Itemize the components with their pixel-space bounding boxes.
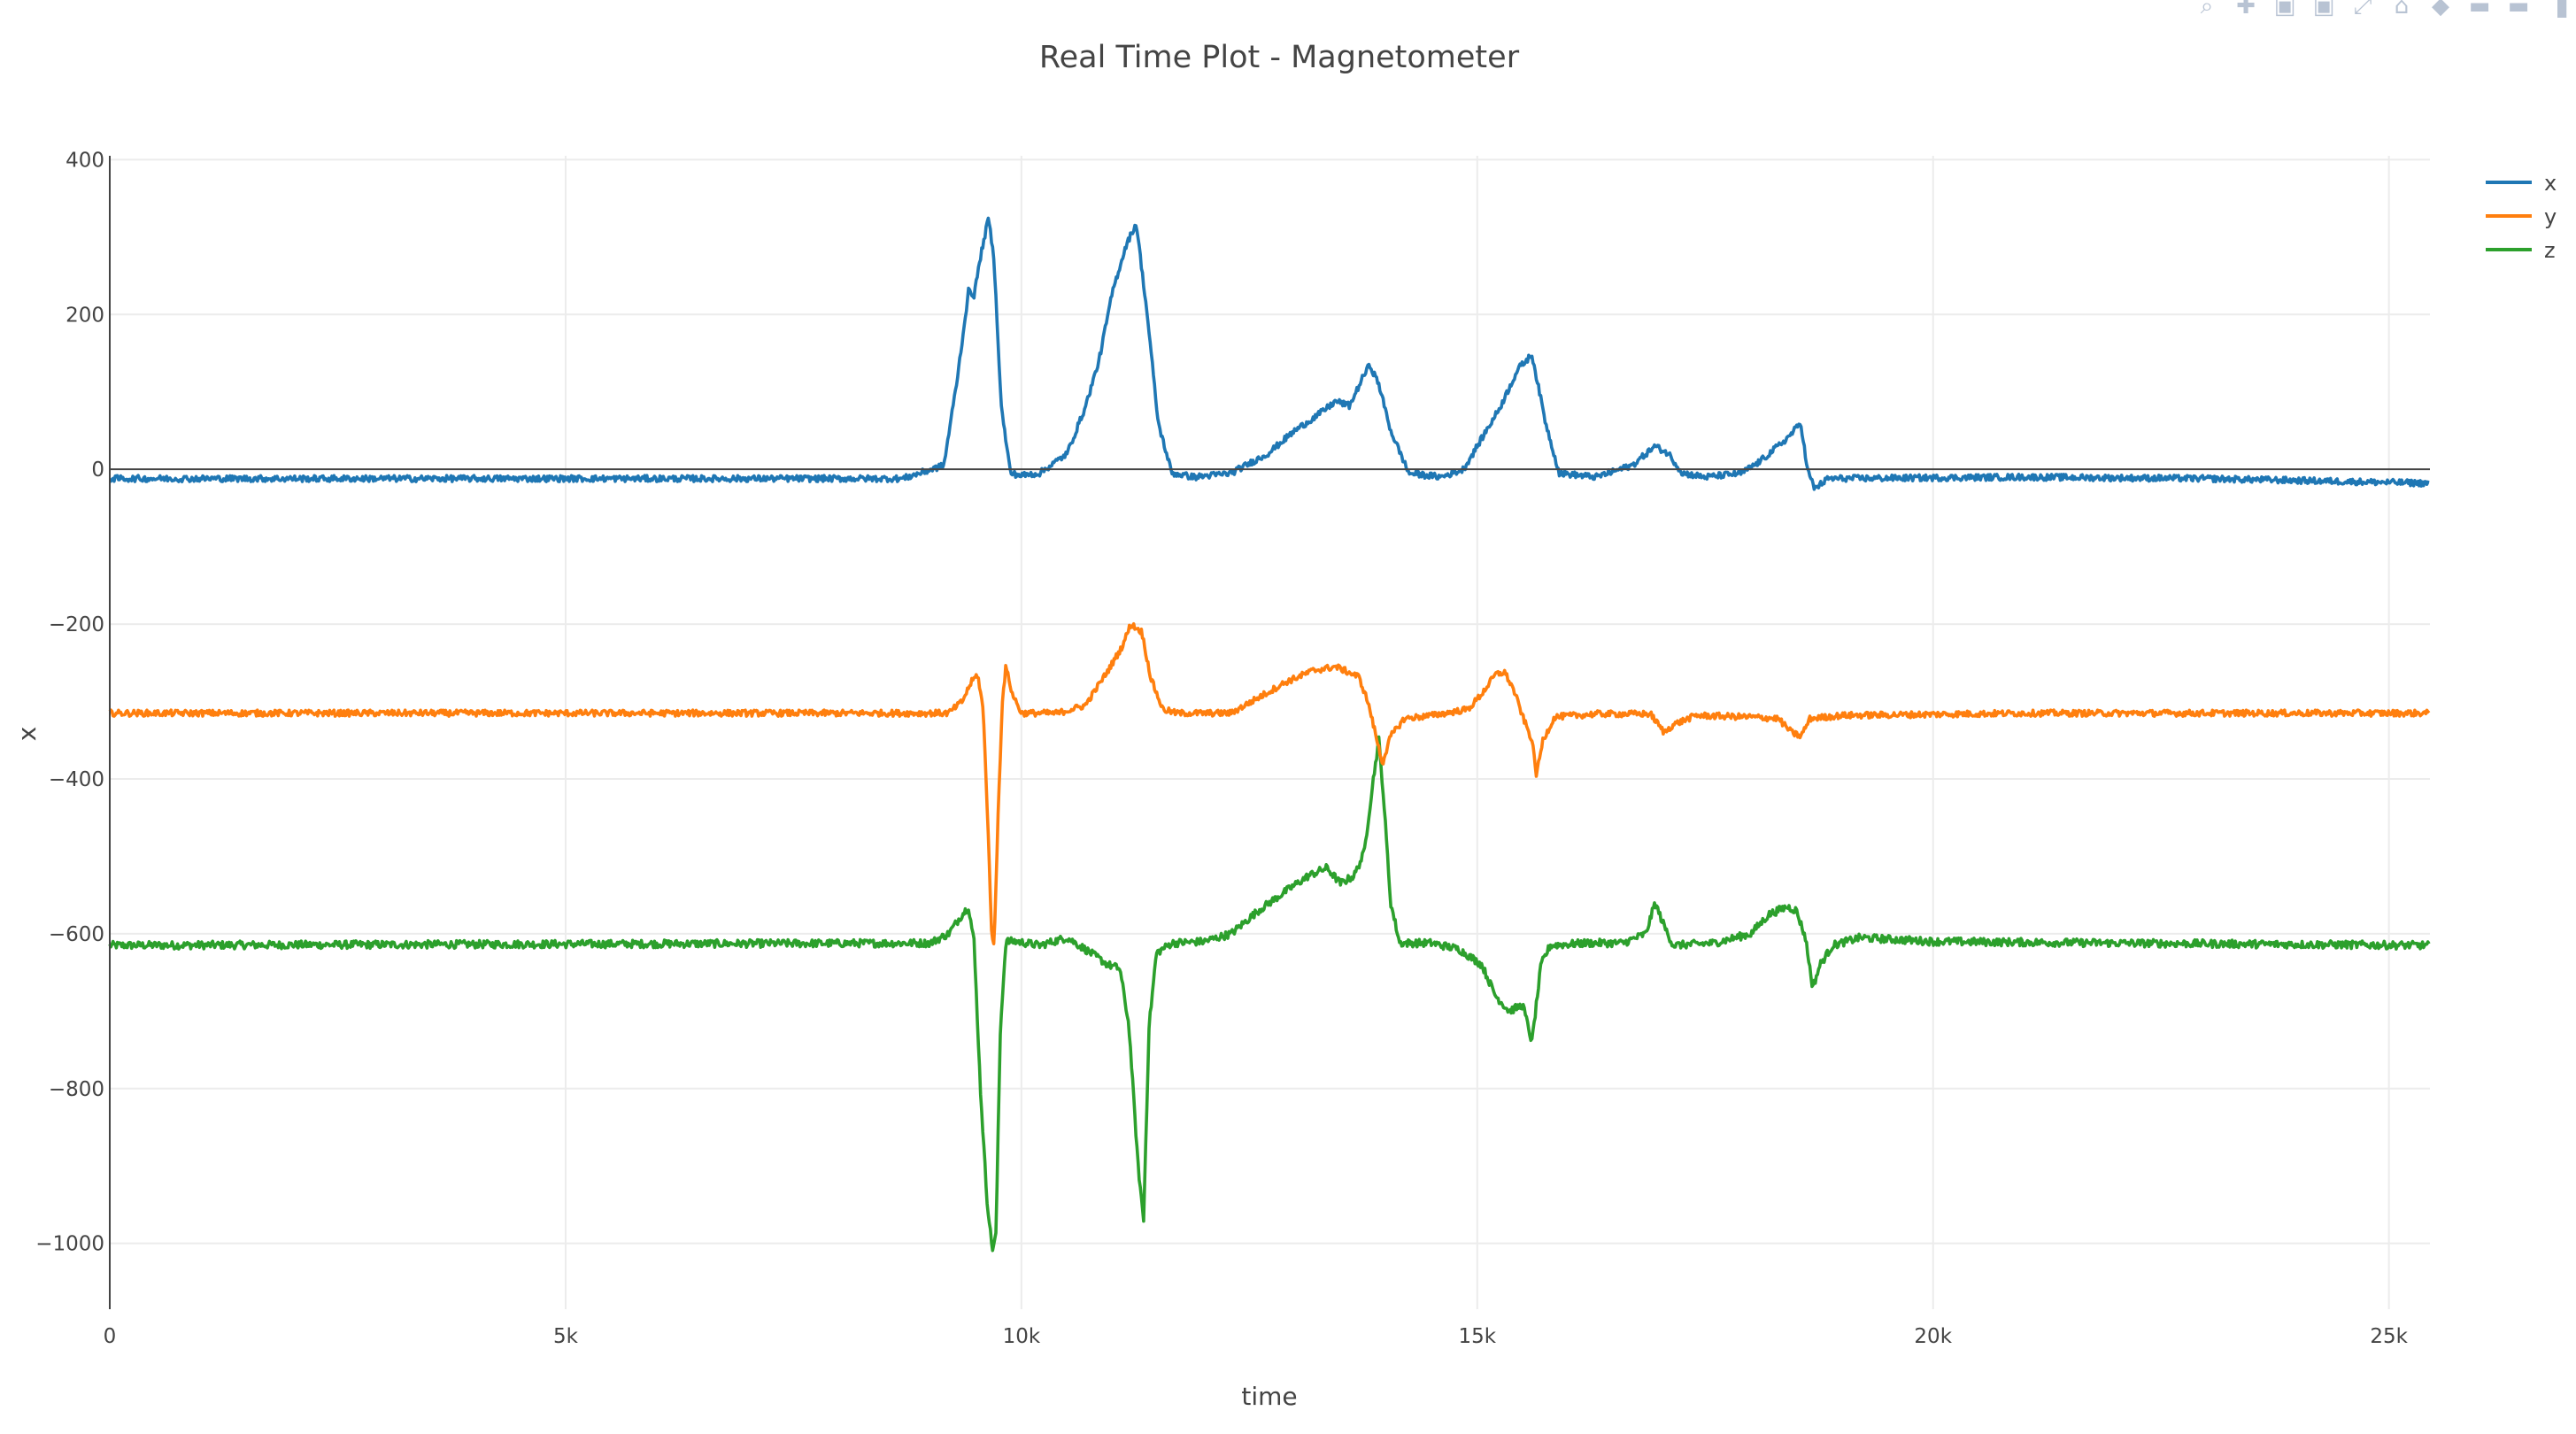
axes: 0 5k 10k 15k 20k 25k 400 200 0 −200 −400 −600 −800 −1… <box>35 149 2430 1348</box>
x-tick-label: 0 <box>104 1325 117 1348</box>
series-line-x[interactable] <box>109 216 2430 491</box>
reset-axes-icon[interactable]: ⌂ <box>2394 0 2410 18</box>
y-tick-label: −200 <box>49 613 104 636</box>
x-axis-label: time <box>1241 1382 1297 1411</box>
y-tick-label: −1000 <box>35 1233 104 1256</box>
y-tick-label: 0 <box>91 459 104 482</box>
hover-compare-icon[interactable]: ▬ <box>2507 0 2530 18</box>
series-line-z[interactable] <box>108 735 2431 1253</box>
y-tick-label: 200 <box>66 304 104 327</box>
y-tick-label: −600 <box>49 923 104 946</box>
zoom-out-icon[interactable]: ▣ <box>2312 0 2335 18</box>
y-tick-label: 400 <box>66 149 104 172</box>
modebar: ⌕ ✚ ▣ ▣ ⤢ ⌂ ◆ ▬ ▬ ▐ <box>2194 0 2576 21</box>
x-tick-label: 20k <box>1914 1325 1952 1348</box>
hover-closest-icon[interactable]: ▬ <box>2468 0 2491 18</box>
y-tick-label: −400 <box>49 768 104 791</box>
x-tick-label: 15k <box>1458 1325 1496 1348</box>
x-tick-label: 25k <box>2370 1325 2408 1348</box>
legend-label-y[interactable]: y <box>2544 204 2557 229</box>
zoom-icon[interactable]: ⌕ <box>2200 0 2214 18</box>
pan-icon[interactable]: ✚ <box>2236 0 2256 18</box>
plot-area[interactable] <box>108 216 2431 1253</box>
chart-title: Real Time Plot - Magnetometer <box>1039 40 1520 75</box>
spike-lines-icon[interactable]: ◆ <box>2432 0 2449 18</box>
autoscale-icon[interactable]: ⤢ <box>2353 0 2372 18</box>
legend-label-x[interactable]: x <box>2544 171 2557 196</box>
series-line-y[interactable] <box>108 621 2431 945</box>
plotly-logo-icon[interactable]: ▐ <box>2549 0 2566 18</box>
legend[interactable]: xyz <box>2486 171 2557 263</box>
zoom-in-icon[interactable]: ▣ <box>2273 0 2296 18</box>
legend-label-z[interactable]: z <box>2544 238 2556 263</box>
x-tick-label: 10k <box>1003 1325 1041 1348</box>
x-tick-label: 5k <box>553 1325 579 1348</box>
grid-lines <box>110 156 2430 1309</box>
y-tick-label: −800 <box>49 1078 104 1101</box>
y-axis-label: x <box>12 727 42 742</box>
